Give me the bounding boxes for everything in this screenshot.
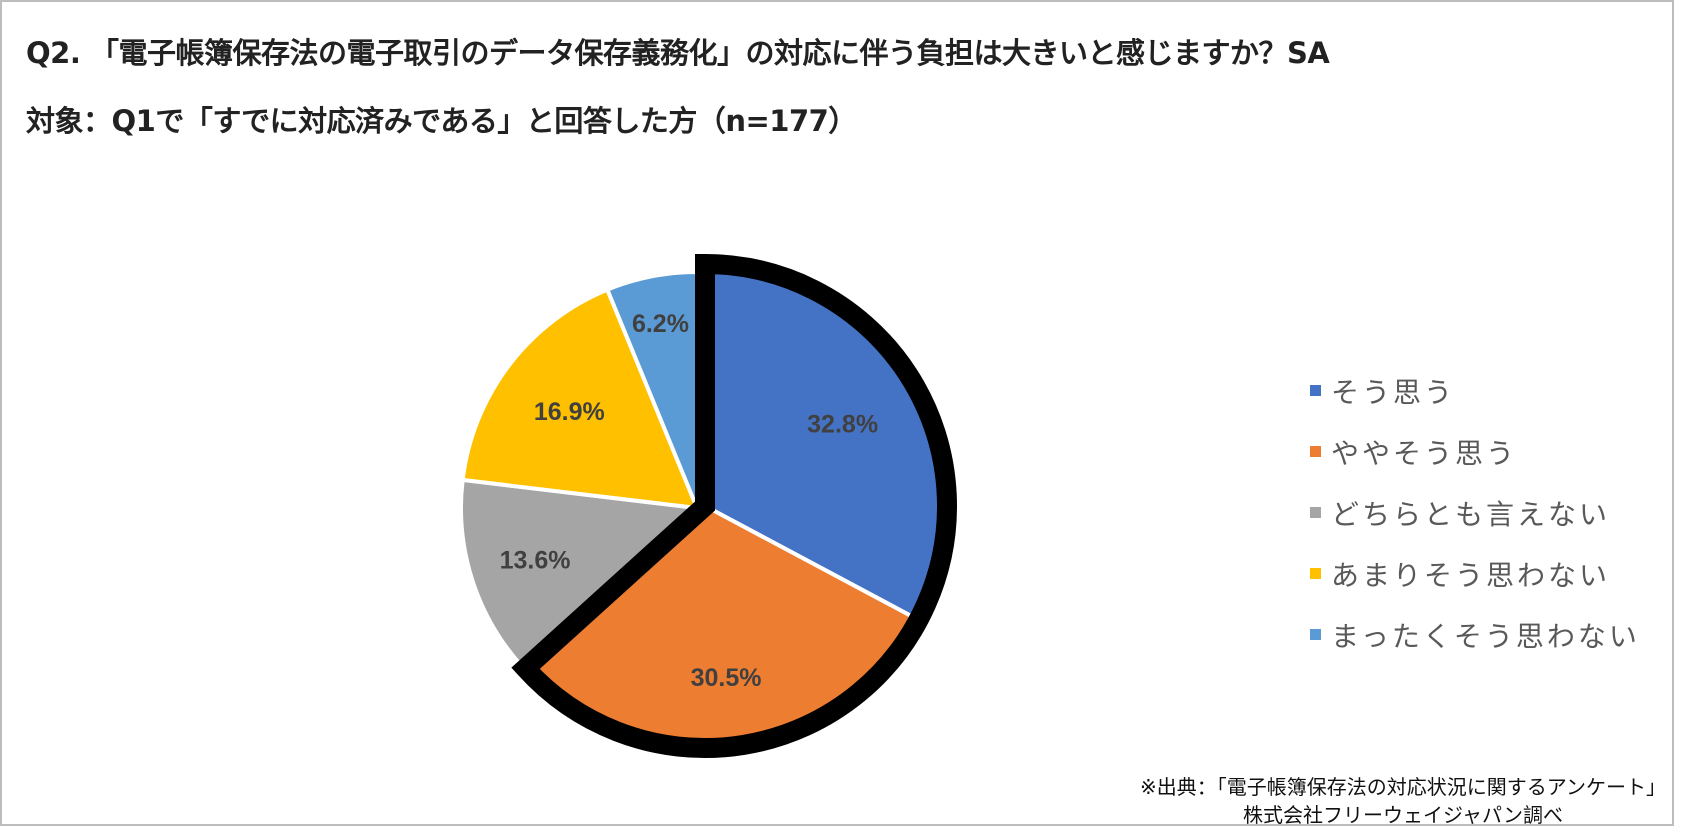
chart-title: Q2. 「電子帳簿保存法の電子取引のデータ保存義務化」の対応に伴う負担は大きいと…: [26, 36, 1330, 70]
legend-item: そう思う: [1310, 360, 1640, 421]
pie-chart: 32.8% 30.5% 13.6% 16.9% 6.2%: [459, 253, 957, 758]
legend-swatch-icon: [1310, 507, 1321, 518]
data-label: 13.6%: [500, 546, 571, 574]
legend-label: どちらとも言えない: [1331, 497, 1611, 531]
pie-slice: [460, 287, 701, 511]
source-line-1: ※出典：「電子帳簿保存法の対応状況に関するアンケート」: [1140, 775, 1666, 799]
legend-swatch-icon: [1310, 385, 1321, 396]
data-label: 6.2%: [632, 310, 689, 338]
legend-item: あまりそう思わない: [1310, 543, 1640, 604]
legend-item: まったくそう思わない: [1310, 604, 1640, 665]
chart-legend: そう思う ややそう思う どちらとも言えない あまりそう思わない まったくそう思わ…: [1310, 360, 1640, 665]
legend-swatch-icon: [1310, 629, 1321, 640]
pie-slice: [459, 477, 702, 670]
data-label: 30.5%: [691, 664, 762, 692]
legend-label: まったくそう思わない: [1331, 619, 1640, 653]
legend-item: ややそう思う: [1310, 421, 1640, 482]
legend-swatch-icon: [1310, 446, 1321, 457]
legend-label: そう思う: [1331, 375, 1456, 409]
source-note: ※出典：「電子帳簿保存法の対応状況に関するアンケート」 株式会社フリーウェイジャ…: [1140, 773, 1666, 829]
data-label: 32.8%: [807, 410, 878, 438]
highlight-outline: [511, 253, 957, 758]
data-label: 16.9%: [534, 398, 605, 426]
legend-label: あまりそう思わない: [1331, 558, 1611, 592]
legend-label: ややそう思う: [1331, 436, 1518, 470]
chart-subtitle: 対象：Q1で「すでに対応済みである」と回答した方（n=177）: [26, 104, 857, 138]
legend-swatch-icon: [1310, 568, 1321, 579]
legend-item: どちらとも言えない: [1310, 482, 1640, 543]
source-line-2: 株式会社フリーウェイジャパン調べ: [1243, 803, 1564, 827]
